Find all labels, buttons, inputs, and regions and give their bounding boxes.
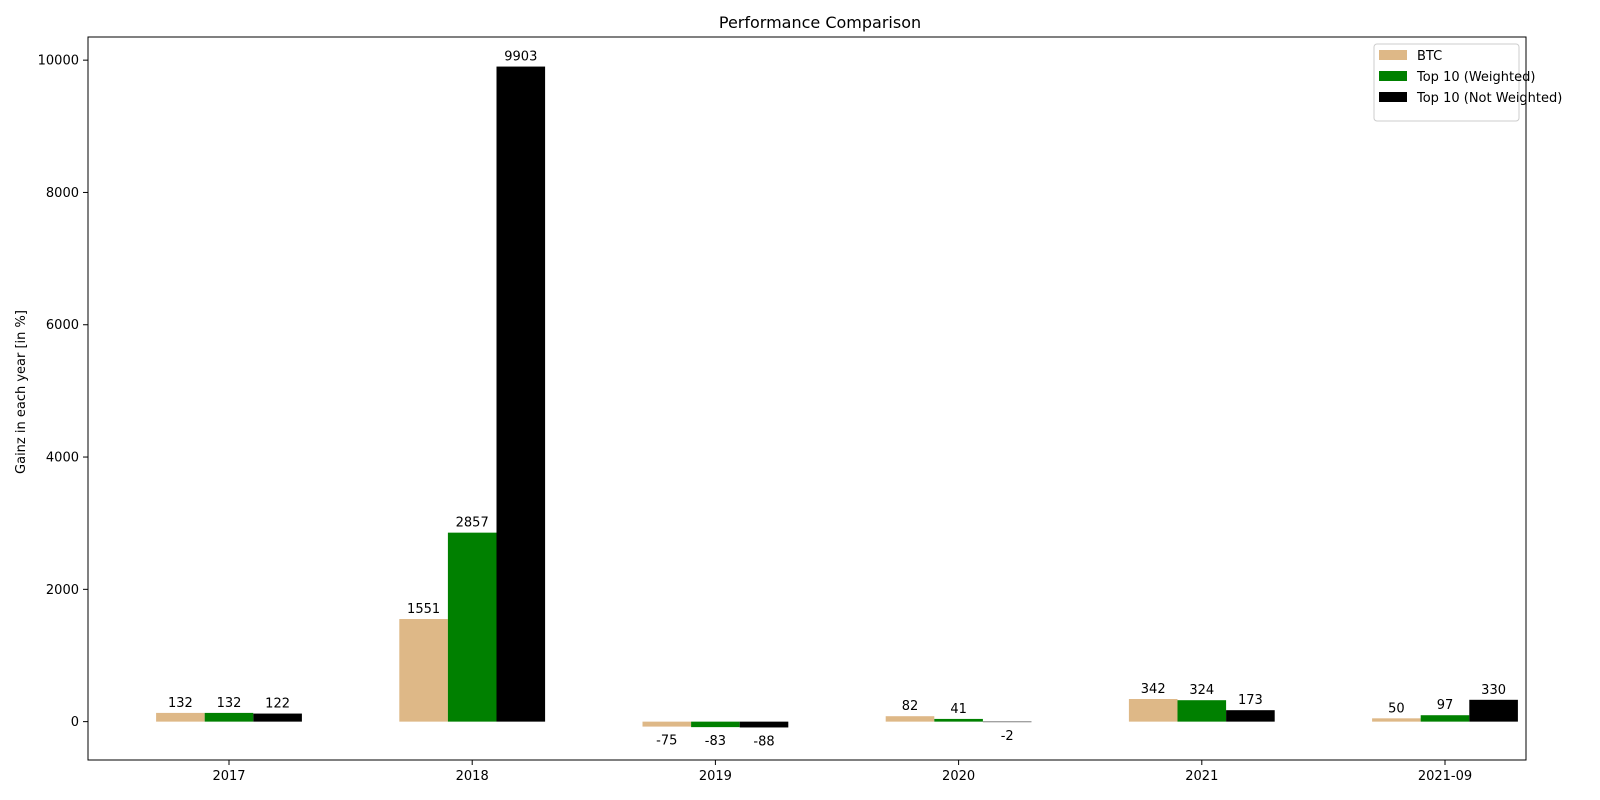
y-tick-label: 6000 [46, 318, 79, 333]
bar [447, 532, 497, 722]
bar [204, 712, 254, 722]
data-label: -2 [1001, 729, 1014, 744]
bar [934, 718, 983, 722]
bar [1420, 715, 1470, 722]
data-label: 50 [1388, 701, 1405, 716]
x-tick-label: 2019 [699, 769, 732, 784]
legend-swatch [1379, 92, 1407, 102]
plot-area: 0 2000 4000 6000 8000 10000 132 132 122 2017 1551 2… [38, 50, 1518, 784]
data-label: 132 [217, 696, 242, 711]
bar [1372, 718, 1421, 722]
data-label: 342 [1141, 682, 1166, 697]
x-tick-label: 2021-09 [1418, 769, 1472, 784]
x-tick-label: 2018 [456, 769, 489, 784]
bar [1128, 699, 1178, 722]
legend-label: Top 10 (Weighted) [1416, 70, 1535, 85]
y-tick-label: 2000 [46, 583, 79, 598]
data-label: 330 [1481, 683, 1506, 698]
data-label: 97 [1437, 698, 1454, 713]
bar [982, 721, 1032, 723]
data-label: -88 [753, 734, 774, 749]
data-label: 82 [902, 699, 919, 714]
y-tick-label: 10000 [38, 54, 79, 69]
bar [1469, 699, 1518, 722]
bar [1177, 700, 1227, 722]
bar [156, 712, 205, 722]
legend: BTC Top 10 (Weighted) Top 10 (Not Weighted… [1373, 43, 1562, 122]
data-label: 2857 [456, 516, 489, 531]
data-label: -83 [705, 734, 726, 749]
legend-swatch [1379, 50, 1407, 60]
data-label: 41 [950, 702, 967, 717]
bar [399, 619, 448, 722]
legend-box [1373, 43, 1520, 122]
x-tick-label: 2020 [942, 769, 975, 784]
data-label: 9903 [504, 50, 537, 65]
data-label: 324 [1189, 683, 1214, 698]
data-label: 122 [265, 697, 290, 712]
chart-title: Performance Comparison [719, 13, 921, 32]
y-tick-label: 4000 [46, 451, 79, 466]
bar [885, 716, 935, 722]
y-axis-label: Gainz in each year [in %] [14, 310, 29, 474]
bar [496, 66, 546, 722]
y-tick-label: 8000 [46, 186, 79, 201]
bar [691, 721, 740, 728]
bar [253, 713, 302, 722]
plot-frame [87, 36, 1527, 761]
x-tick-label: 2017 [212, 769, 245, 784]
bar [642, 721, 692, 727]
data-label: 132 [168, 696, 193, 711]
legend-label: BTC [1417, 49, 1442, 64]
x-tick-label: 2021 [1185, 769, 1218, 784]
bar [1226, 710, 1275, 722]
legend-label: Top 10 (Not Weighted) [1416, 91, 1562, 106]
data-label: 173 [1238, 693, 1263, 708]
data-label: -75 [656, 734, 677, 749]
y-tick-label: 0 [71, 715, 79, 730]
data-label: 1551 [407, 602, 440, 617]
legend-swatch [1379, 71, 1407, 81]
bar [739, 721, 789, 728]
